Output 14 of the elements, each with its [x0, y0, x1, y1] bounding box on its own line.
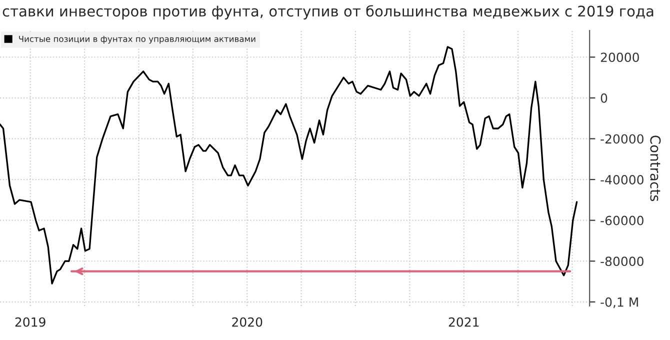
y-tick-label: -40000 [600, 174, 644, 184]
x-tick-label: 2019 [15, 317, 46, 327]
y-tick-label: -80000 [600, 256, 644, 266]
x-tick-label: 2021 [448, 317, 479, 327]
y-tick-label: -60000 [600, 216, 644, 226]
y-tick-label: -20000 [600, 134, 644, 144]
x-tick-label: 2020 [232, 317, 262, 327]
legend-label: Чистые позиции в фунтах по управляющим активами [19, 36, 256, 44]
y-tick-label: 0 [600, 93, 608, 103]
y-tick-label: -0,1 M [600, 297, 638, 308]
chart-title: ставки инвесторов против фунта, отступив от большинства медвежьих с 2019 года [2, 5, 654, 20]
line-series [0, 46, 578, 284]
y-tick-label: 20000 [600, 52, 639, 62]
y-axis-title: Contracts [650, 136, 661, 202]
